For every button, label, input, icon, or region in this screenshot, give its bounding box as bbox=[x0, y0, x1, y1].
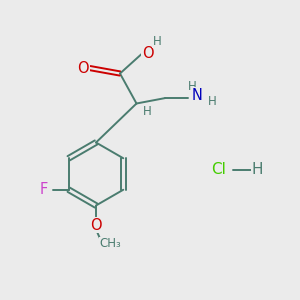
Text: H: H bbox=[207, 95, 216, 108]
Text: F: F bbox=[39, 182, 48, 197]
Text: H: H bbox=[252, 162, 263, 177]
Text: H: H bbox=[188, 80, 196, 93]
Text: H: H bbox=[153, 35, 162, 48]
Text: O: O bbox=[78, 61, 89, 76]
Text: O: O bbox=[142, 46, 153, 61]
Text: CH₃: CH₃ bbox=[100, 237, 121, 250]
Text: H: H bbox=[142, 105, 152, 119]
Text: O: O bbox=[90, 218, 102, 232]
Text: Cl: Cl bbox=[212, 162, 226, 177]
Text: N: N bbox=[192, 88, 203, 103]
